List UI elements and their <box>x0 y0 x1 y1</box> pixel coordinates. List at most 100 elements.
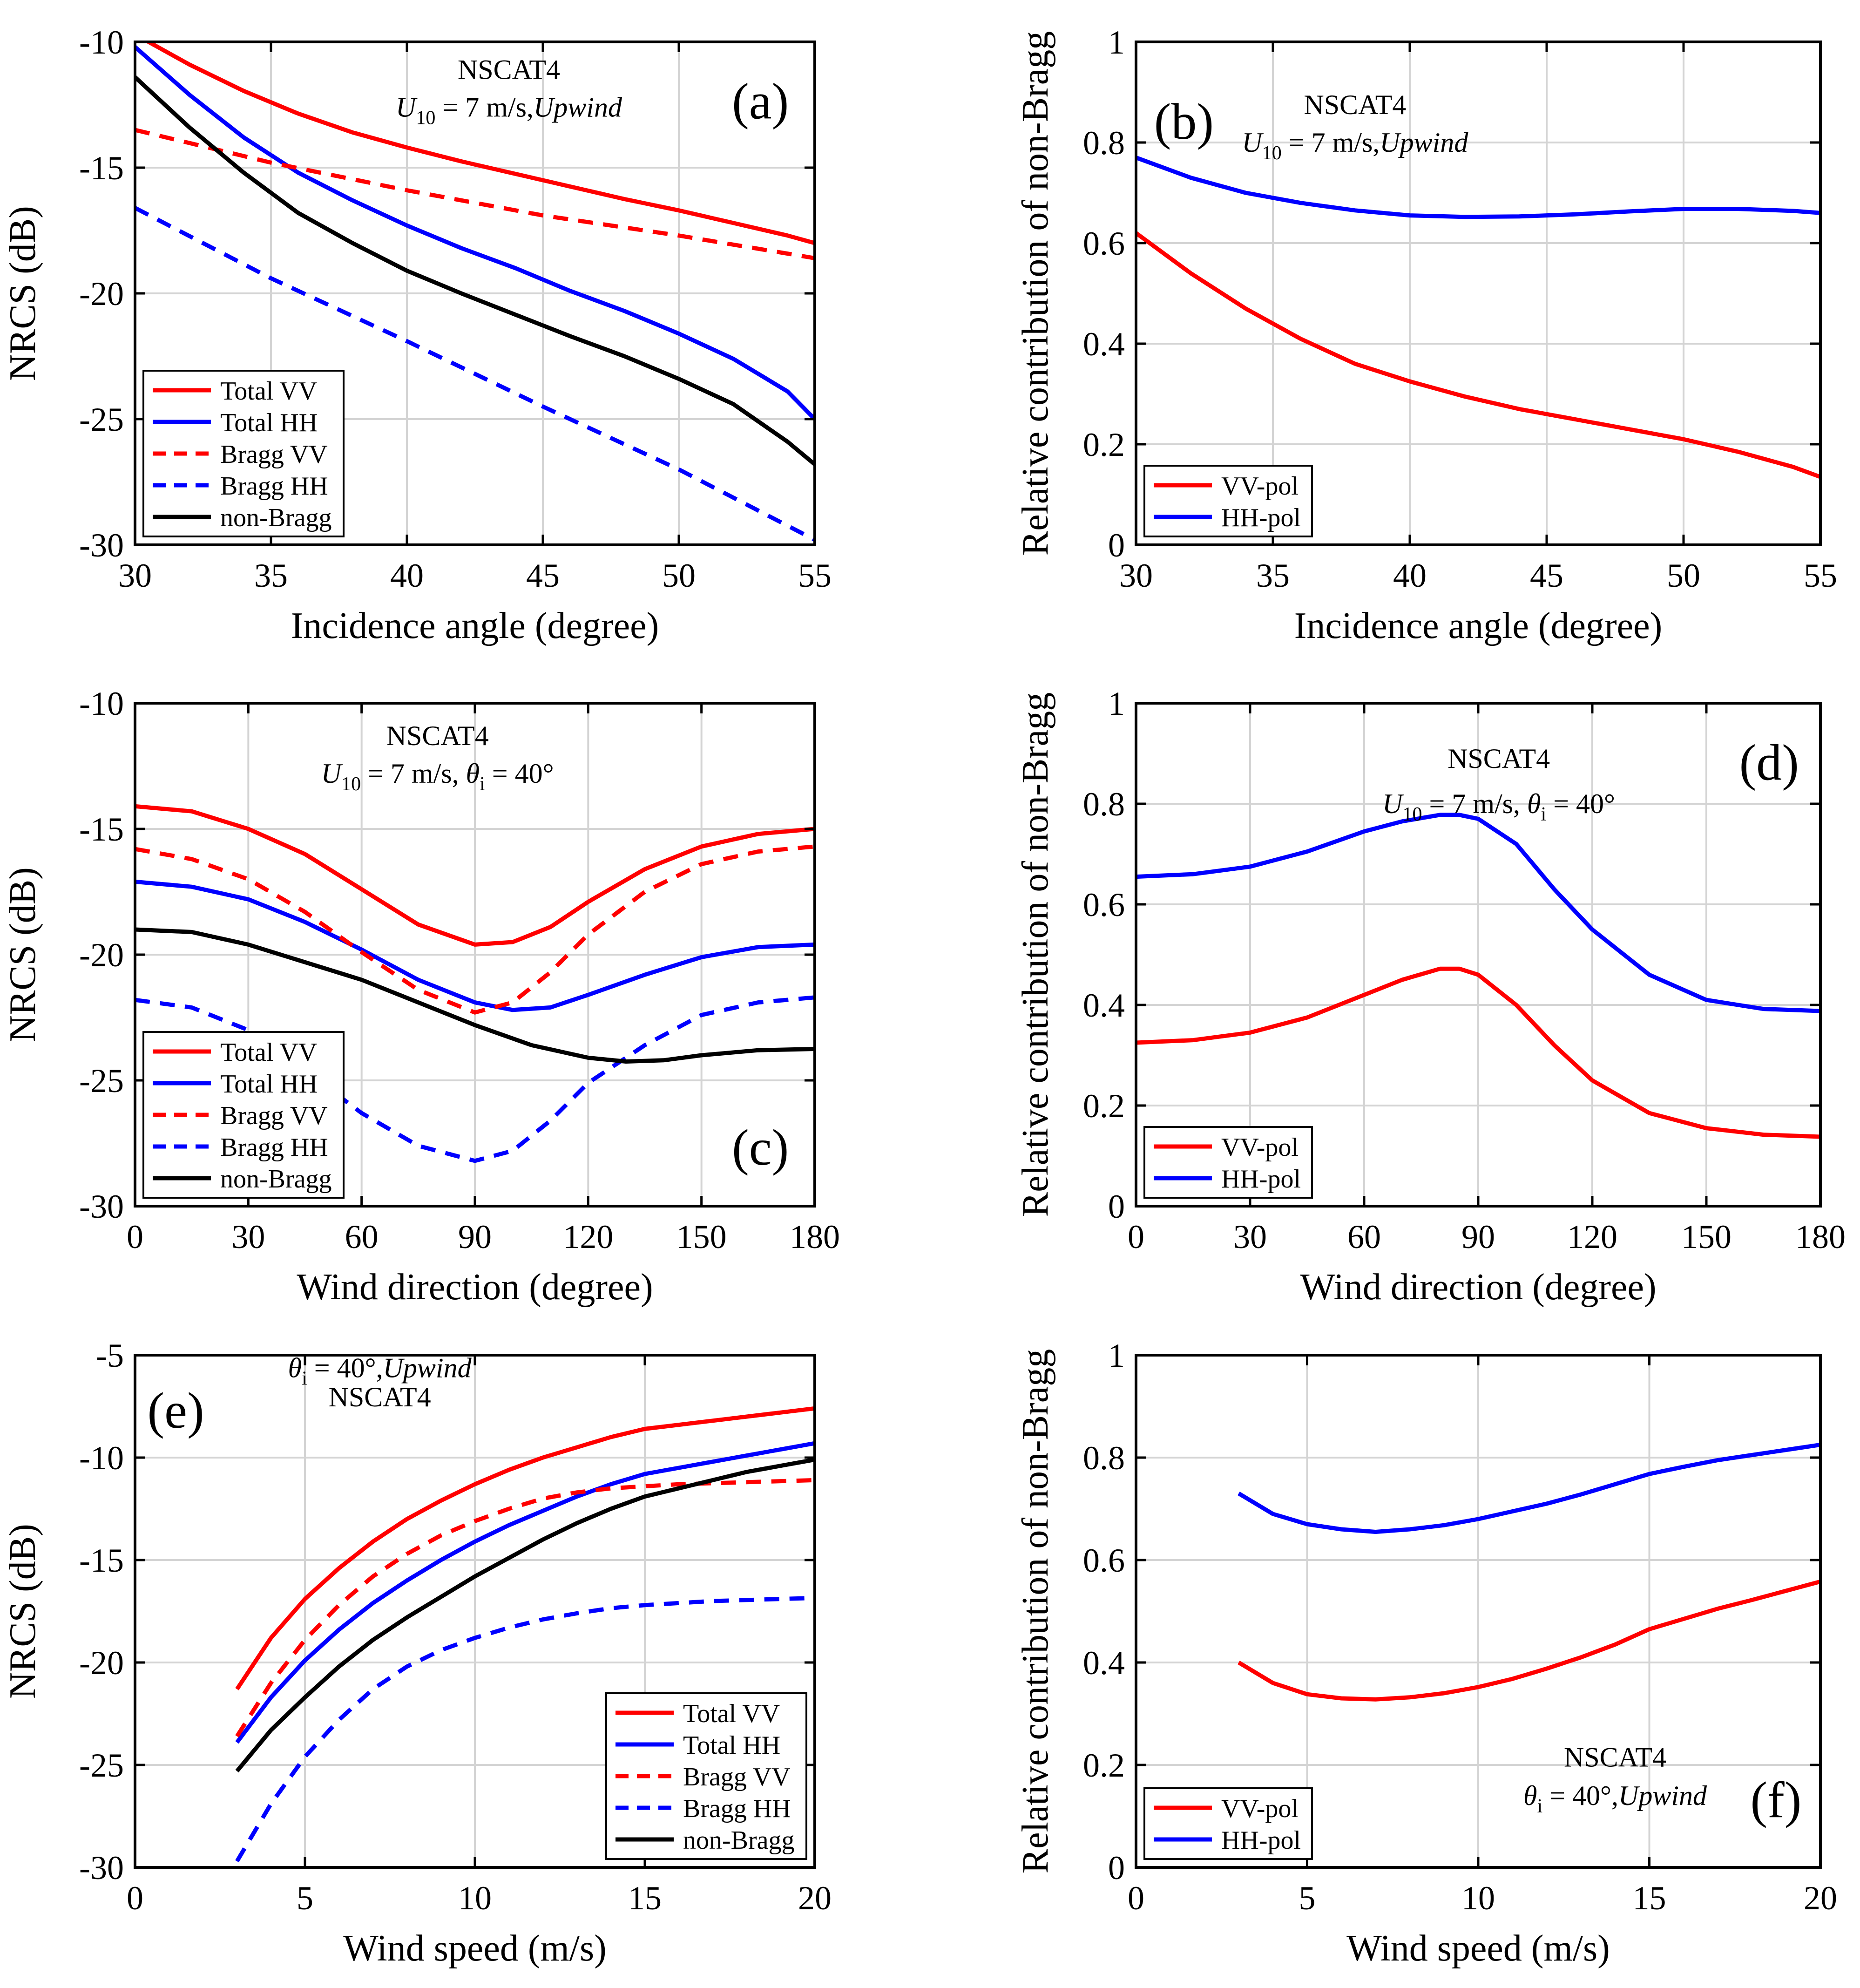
legend-box <box>1143 1787 1313 1860</box>
condition-annotation: U10 = 7 m/s,Upwind <box>396 92 622 129</box>
y-tick-label: -15 <box>79 811 124 848</box>
legend-box <box>1143 1126 1313 1199</box>
legend-label: non-Bragg <box>220 503 332 532</box>
condition-cond-mid: = 7 m/s, <box>1282 127 1380 158</box>
series-non-bragg <box>235 1457 815 1773</box>
condition-annotation: θi = 40°,Upwind <box>288 1353 472 1390</box>
condition-cond-mid: = 7 m/s, <box>1422 788 1528 819</box>
y-tick-label: 0.2 <box>1083 1087 1125 1125</box>
panel-e: 0 5 10 15 20 -30 -25 -20 -15 -10 -5 Wind speed (m/s… <box>2 1337 832 1969</box>
series-bragg-vv <box>235 1478 815 1737</box>
x-axis-label: Wind direction (degree) <box>1300 1267 1656 1308</box>
series-group <box>135 42 815 542</box>
y-tick-label: 0.4 <box>1083 326 1125 363</box>
x-tick-label: 55 <box>1804 557 1837 594</box>
x-axis-label: Wind direction (degree) <box>297 1267 653 1308</box>
y-tick-label: -30 <box>79 1849 124 1886</box>
y-tick-label: -5 <box>96 1337 124 1374</box>
series-bragg-vv <box>135 844 815 1015</box>
y-tick-label: 1 <box>1108 685 1125 722</box>
y-tick-label: 0.2 <box>1083 426 1125 463</box>
legend-label: Total VV <box>220 1038 317 1067</box>
x-tick-label: 0 <box>127 1879 143 1917</box>
model-annotation: NSCAT4 <box>1304 89 1406 120</box>
condition-annotation: θi = 40°,Upwind <box>1523 1780 1707 1817</box>
y-tick-label: 1 <box>1108 1337 1125 1374</box>
x-tick-label: 35 <box>254 557 288 594</box>
condition-cond-base: U <box>321 758 343 789</box>
condition-cond-mid: = 40°, <box>307 1353 383 1384</box>
condition-annotation: U10 = 7 m/s, θi = 40° <box>321 758 554 795</box>
legend-label: non-Bragg <box>683 1826 795 1855</box>
plot-area <box>1136 42 1820 545</box>
x-tick-label: 180 <box>790 1218 840 1255</box>
x-tick-label: 120 <box>563 1218 613 1255</box>
model-annotation: NSCAT4 <box>1447 743 1550 774</box>
y-tick-label: 0.4 <box>1083 987 1125 1024</box>
condition-cond-sub: 10 <box>1262 142 1282 164</box>
legend-label: Total HH <box>220 408 318 437</box>
series-hh-pol <box>1136 813 1820 1013</box>
condition-cond-sub: 10 <box>1403 804 1422 825</box>
y-tick-label: 0.6 <box>1083 1542 1125 1579</box>
y-tick-label: 0.4 <box>1083 1644 1125 1682</box>
series-vv-pol <box>1136 966 1820 1139</box>
condition-cond-tail: = 40° <box>485 758 554 789</box>
y-tick-label: -15 <box>79 1542 124 1579</box>
legend-label: Total HH <box>683 1731 780 1760</box>
condition-cond-italic: Upwind <box>1618 1780 1707 1811</box>
x-tick-label: 50 <box>1667 557 1700 594</box>
y-tick-label: -10 <box>79 685 124 722</box>
x-tick-label: 0 <box>1128 1218 1144 1255</box>
y-tick-label: 0 <box>1108 1849 1125 1886</box>
y-tick-label: 0 <box>1108 527 1125 564</box>
y-tick-label: -15 <box>79 149 124 187</box>
x-tick-label: 60 <box>1347 1218 1381 1255</box>
y-tick-label: 0.6 <box>1083 225 1125 262</box>
legend-box <box>605 1692 807 1860</box>
x-axis-label: Incidence angle (degree) <box>1294 605 1663 646</box>
panel-b: 30 35 40 45 50 55 0 0.2 0.4 0.6 0.8 1 Incidence angl… <box>1015 24 1837 646</box>
y-tick-label: -25 <box>79 401 124 438</box>
y-tick-label: -30 <box>79 1188 124 1225</box>
condition-cond-theta: θ <box>466 758 480 789</box>
axes-frame <box>1135 41 1822 546</box>
series-group <box>1136 813 1820 1139</box>
x-tick-label: 45 <box>1530 557 1563 594</box>
series-total-vv <box>135 804 815 947</box>
x-tick-label: 40 <box>1393 557 1427 594</box>
legend-label: Bragg VV <box>220 1101 328 1130</box>
condition-cond-base: U <box>396 92 418 122</box>
series-bragg-hh <box>135 206 815 542</box>
condition-cond-theta: θ <box>288 1353 302 1384</box>
panel-label: (a) <box>732 73 789 130</box>
x-tick-label: 5 <box>1299 1879 1316 1917</box>
condition-cond-theta-sub: i <box>302 1368 307 1390</box>
y-tick-label: -20 <box>79 1644 124 1682</box>
model-annotation: NSCAT4 <box>458 54 560 85</box>
y-axis-label: NRCS (dB) <box>2 867 43 1042</box>
legend-label: VV-pol <box>1221 1133 1299 1162</box>
legend-label: HH-pol <box>1221 1826 1301 1855</box>
condition-cond-italic: Upwind <box>383 1353 472 1384</box>
model-annotation: NSCAT4 <box>1564 1742 1666 1773</box>
legend-label: Total VV <box>683 1699 780 1728</box>
x-tick-label: 180 <box>1795 1218 1846 1255</box>
x-tick-label: 90 <box>1461 1218 1495 1255</box>
series-bragg-hh <box>235 1595 815 1863</box>
series-vv-pol <box>1238 1579 1820 1702</box>
legend-label: Total VV <box>220 377 317 406</box>
y-tick-label: 0.2 <box>1083 1747 1125 1784</box>
series-group <box>1136 156 1820 479</box>
condition-cond-sub: 10 <box>341 773 361 795</box>
x-tick-label: 15 <box>1633 1879 1666 1917</box>
condition-cond-italic: Upwind <box>534 92 622 122</box>
x-axis-label: Incidence angle (degree) <box>291 605 659 646</box>
x-axis-label: Wind speed (m/s) <box>1346 1928 1610 1969</box>
x-tick-label: 45 <box>526 557 560 594</box>
series-non-bragg <box>135 927 815 1064</box>
condition-cond-base: U <box>1382 788 1404 819</box>
x-tick-label: 55 <box>798 557 832 594</box>
